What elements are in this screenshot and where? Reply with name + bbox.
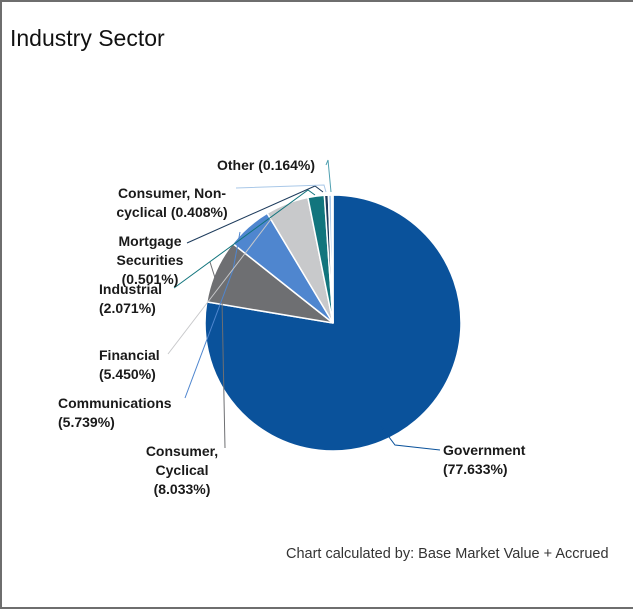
label-consumer-non-cyclical: Consumer, Non-cyclical (0.408%)	[116, 185, 227, 220]
leader-mortgage-securities	[186, 185, 324, 244]
chart-title: Industry Sector	[10, 25, 165, 51]
leader-financial	[167, 209, 279, 355]
pie-slices	[204, 194, 462, 452]
leader-lines	[167, 159, 441, 451]
leader-government	[379, 424, 441, 451]
label-mortgage-securities: Mortgage Securities (0.501%)	[117, 233, 184, 287]
label-financial: Financial (5.450%)	[99, 347, 160, 382]
leader-consumer-non-cyclical	[235, 184, 327, 193]
slice-labels: Government (77.633%) Consumer, Cyclical (8.0…	[58, 157, 526, 497]
label-consumer-cyclical: Consumer, Cyclical (8.033%)	[146, 443, 218, 497]
label-government: Government (77.633%)	[443, 442, 526, 477]
leader-communications	[184, 231, 241, 399]
slice-other	[330, 194, 334, 324]
leader-industrial	[173, 189, 316, 289]
leader-other	[325, 159, 332, 193]
label-other: Other (0.164%)	[217, 157, 315, 173]
label-industrial: Industrial (2.071%)	[99, 281, 162, 316]
label-communications: Communications (5.739%)	[58, 395, 172, 430]
chart-footnote: Chart calculated by: Base Market Value +…	[286, 546, 609, 562]
